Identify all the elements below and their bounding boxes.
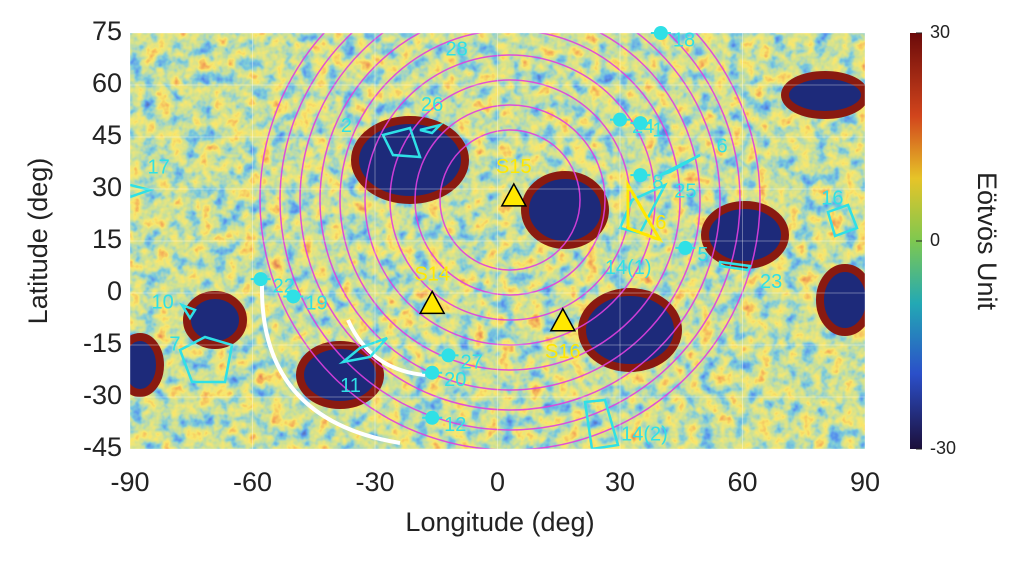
- y-tick-label: 45: [92, 120, 122, 150]
- y-tick-label: 60: [92, 68, 122, 98]
- x-tick-label: -30: [355, 467, 394, 497]
- site-label: S14: [414, 264, 450, 286]
- point-marker: [613, 112, 627, 127]
- site-marker: [418, 289, 446, 315]
- point-label: 8: [652, 171, 663, 193]
- y-tick-label: 30: [92, 172, 122, 202]
- region-label: 25: [674, 181, 696, 203]
- x-axis-label: Longitude (deg): [405, 507, 594, 537]
- x-tick-label: 90: [850, 467, 880, 497]
- region-label: 16: [821, 188, 843, 210]
- point-marker: [633, 116, 648, 131]
- point-marker: [286, 289, 301, 304]
- point-marker: [633, 168, 648, 183]
- y-tick-label: 15: [92, 224, 122, 254]
- region-label: 10: [152, 292, 174, 314]
- site-marker: [500, 182, 528, 207]
- x-tick-label: 0: [490, 467, 505, 497]
- colorbar-tick-label: 30: [930, 22, 950, 42]
- y-tick-label: -30: [83, 380, 122, 410]
- point-marker: [441, 348, 456, 363]
- point-label: 12: [444, 414, 466, 436]
- y-tick-label: -15: [83, 328, 122, 358]
- point-marker: [425, 410, 440, 425]
- region-label: 11: [340, 375, 361, 397]
- point-label: 1: [652, 119, 663, 141]
- region-label: 6: [655, 212, 666, 234]
- site-label: S15: [496, 156, 532, 178]
- point-marker: [425, 365, 440, 380]
- y-tick-label: 75: [92, 16, 122, 46]
- region-label: 7: [169, 333, 180, 355]
- point-label: 18: [673, 29, 695, 51]
- region-label: 23: [760, 271, 782, 293]
- region-label: 2: [341, 115, 352, 137]
- region-label: 14(1): [605, 257, 652, 279]
- map-background: [130, 33, 865, 449]
- x-tick-label: -60: [233, 467, 272, 497]
- y-tick-label: 0: [107, 276, 122, 306]
- x-tick-label: -90: [110, 467, 149, 497]
- site-marker: [549, 307, 577, 332]
- colorbar-label: Eötvös Unit: [972, 172, 1002, 311]
- y-tick-label: -45: [83, 432, 122, 462]
- x-tick-label: 60: [727, 467, 757, 497]
- region-label: 17: [147, 156, 169, 178]
- region-label: 28: [446, 39, 468, 61]
- y-axis-label: Latitude (deg): [23, 158, 53, 325]
- colorbar-tick-label: 0: [930, 230, 940, 250]
- region-label: 14(2): [621, 423, 668, 445]
- point-label: 19: [305, 293, 327, 315]
- point-label: 20: [444, 369, 466, 391]
- point-label: 5: [697, 244, 708, 266]
- point-marker: [678, 240, 693, 255]
- x-tick-label: 30: [605, 467, 635, 497]
- point-marker: [653, 26, 668, 40]
- region-label: 26: [421, 94, 443, 116]
- region-label: 6: [717, 136, 728, 158]
- colorbar-tick-label: -30: [930, 438, 956, 458]
- point-marker: [253, 272, 268, 287]
- point-label: 27: [461, 352, 483, 374]
- site-label: S16: [545, 341, 581, 363]
